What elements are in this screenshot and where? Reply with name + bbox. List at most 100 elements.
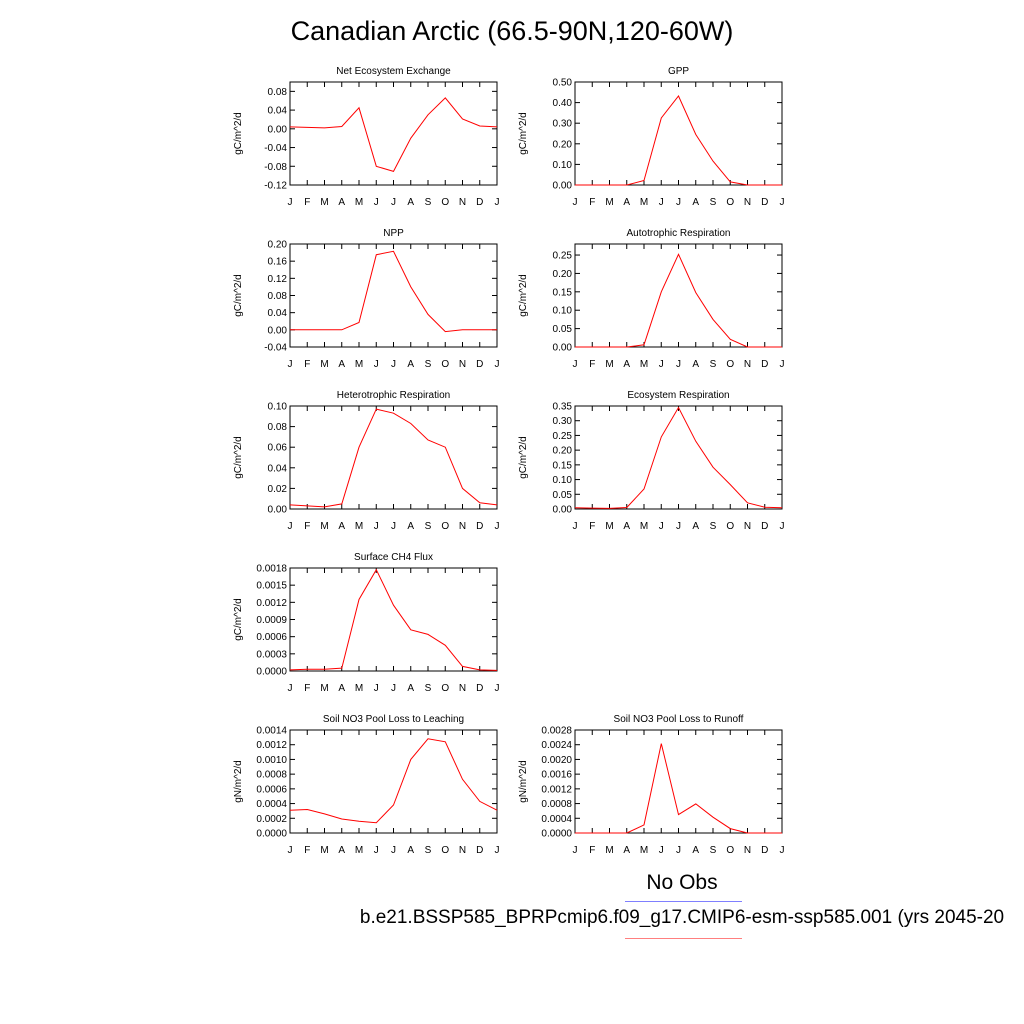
x-tick-label: M [355, 359, 363, 370]
y-tick-label: 0.00 [268, 325, 288, 336]
y-tick-label: 0.0008 [256, 770, 287, 781]
panel-title: Soil NO3 Pool Loss to Leaching [323, 714, 464, 725]
x-tick-label: S [710, 521, 717, 532]
y-tick-label: 0.0002 [256, 814, 287, 825]
x-tick-label: J [391, 521, 396, 532]
y-axis-label: gC/m^2/d [233, 436, 244, 479]
x-tick-label: J [780, 197, 785, 208]
y-axis-label: gN/m^2/d [518, 760, 529, 803]
x-tick-label: S [425, 197, 432, 208]
y-tick-label: 0.08 [268, 422, 288, 433]
x-tick-label: S [425, 683, 432, 694]
panel-title: NPP [383, 228, 404, 239]
y-tick-label: -0.12 [264, 181, 287, 192]
x-tick-label: F [589, 197, 595, 208]
x-tick-label: J [495, 845, 500, 856]
y-tick-label: 0.06 [268, 443, 288, 454]
y-tick-label: 0.0000 [256, 667, 287, 678]
x-tick-label: J [391, 845, 396, 856]
plot-frame [574, 243, 783, 348]
x-tick-label: M [320, 359, 328, 370]
x-tick-label: J [288, 845, 293, 856]
legend-obs-label: No Obs [646, 871, 718, 894]
x-tick-label: M [640, 197, 648, 208]
x-tick-label: O [441, 521, 449, 532]
x-tick-label: O [726, 845, 734, 856]
x-tick-label: J [573, 197, 578, 208]
y-tick-label: 0.10 [553, 306, 573, 317]
y-tick-label: 0.05 [553, 490, 573, 501]
y-tick-label: 0.0003 [256, 649, 287, 660]
y-tick-label: 0.50 [553, 78, 573, 89]
x-tick-label: A [338, 521, 345, 532]
y-tick-label: 0.0014 [256, 726, 287, 737]
y-tick-label: 0.0012 [541, 784, 572, 795]
x-tick-label: D [476, 845, 483, 856]
x-tick-label: F [304, 521, 310, 532]
x-tick-label: J [288, 521, 293, 532]
x-tick-label: J [374, 683, 379, 694]
x-tick-label: M [320, 197, 328, 208]
y-tick-label: 0.20 [553, 269, 573, 280]
plot-frame [574, 405, 783, 510]
x-tick-label: J [659, 359, 664, 370]
x-tick-label: D [761, 197, 768, 208]
x-tick-label: N [459, 521, 466, 532]
y-axis-label: gC/m^2/d [233, 598, 244, 641]
x-tick-label: N [459, 683, 466, 694]
x-tick-label: O [441, 845, 449, 856]
y-tick-label: 0.0004 [256, 799, 287, 810]
x-tick-label: J [374, 197, 379, 208]
x-tick-label: J [288, 359, 293, 370]
series-line [289, 568, 498, 671]
y-tick-label: 0.0009 [256, 615, 287, 626]
x-tick-label: N [459, 359, 466, 370]
x-tick-label: M [320, 845, 328, 856]
panel-title: Net Ecosystem Exchange [336, 66, 451, 77]
y-tick-label: 0.04 [268, 308, 288, 319]
y-tick-label: 0.30 [553, 416, 573, 427]
y-tick-label: 0.0028 [541, 726, 572, 737]
x-tick-label: D [761, 359, 768, 370]
plot-frame [289, 81, 498, 186]
x-tick-label: A [692, 521, 699, 532]
x-tick-label: M [355, 683, 363, 694]
x-tick-label: A [407, 683, 414, 694]
x-tick-label: A [692, 845, 699, 856]
x-tick-label: J [495, 521, 500, 532]
panel-title: Autotrophic Respiration [627, 228, 731, 239]
x-tick-label: A [407, 359, 414, 370]
x-tick-label: F [304, 845, 310, 856]
x-tick-label: O [441, 683, 449, 694]
y-axis-label: gC/m^2/d [518, 112, 529, 155]
series-line [575, 743, 782, 834]
y-tick-label: 0.00 [553, 343, 573, 354]
x-tick-label: A [338, 683, 345, 694]
y-tick-label: 0.10 [268, 402, 288, 413]
x-tick-label: D [476, 521, 483, 532]
x-tick-label: J [374, 359, 379, 370]
y-tick-label: 0.08 [268, 87, 288, 98]
x-tick-label: J [780, 521, 785, 532]
plot-frame [574, 81, 783, 186]
plot-frame [289, 243, 498, 348]
y-tick-label: 0.0004 [541, 814, 572, 825]
y-tick-label: 0.0000 [256, 829, 287, 840]
series-line [289, 408, 498, 508]
x-tick-label: O [726, 521, 734, 532]
y-tick-label: 0.10 [553, 160, 573, 171]
y-tick-label: 0.20 [268, 240, 288, 251]
x-tick-label: A [692, 197, 699, 208]
x-tick-label: F [304, 197, 310, 208]
x-tick-label: D [476, 197, 483, 208]
x-tick-label: J [780, 359, 785, 370]
x-tick-label: M [320, 521, 328, 532]
y-tick-label: 0.0024 [541, 740, 572, 751]
x-tick-label: J [391, 197, 396, 208]
x-tick-label: S [425, 359, 432, 370]
x-tick-label: N [744, 521, 751, 532]
y-axis-label: gC/m^2/d [518, 436, 529, 479]
y-tick-label: 0.16 [268, 257, 288, 268]
y-tick-label: 0.0012 [256, 740, 287, 751]
y-tick-label: 0.0016 [541, 770, 572, 781]
